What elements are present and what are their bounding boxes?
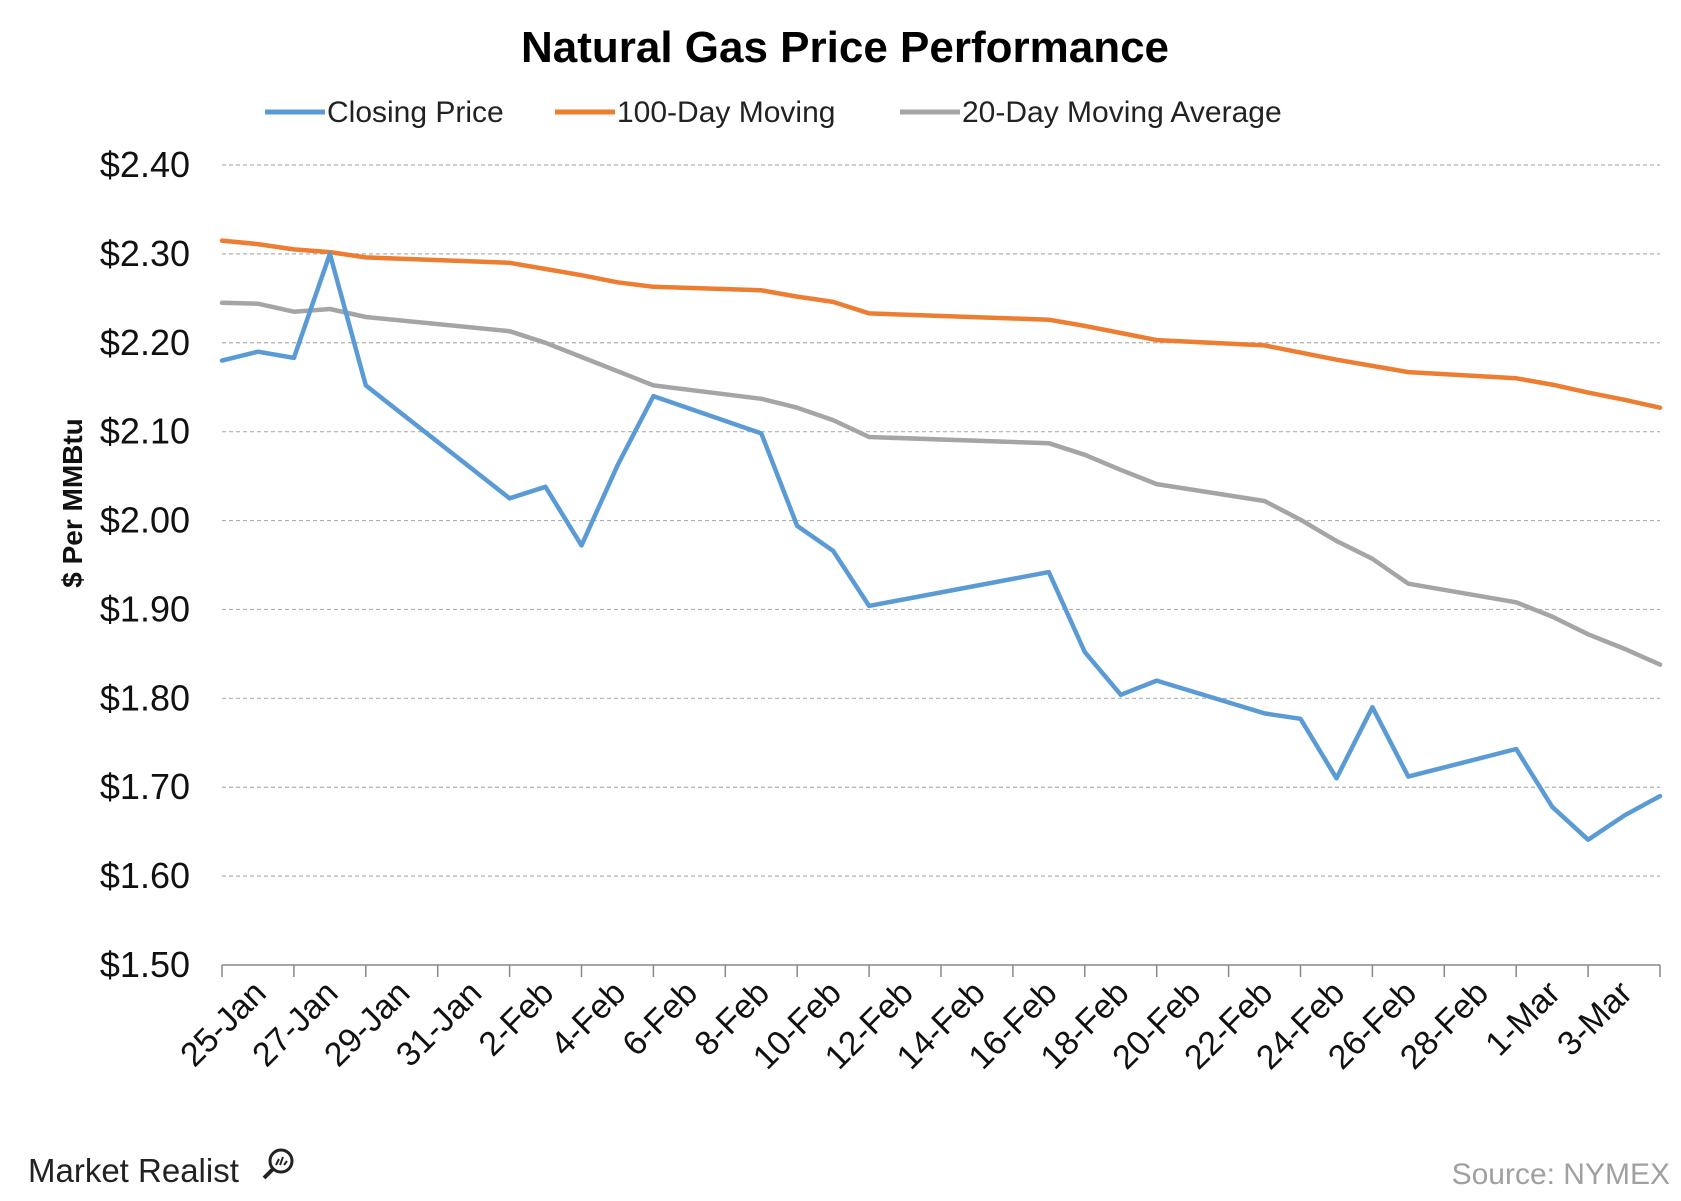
y-tick-label: $1.60	[100, 855, 190, 896]
series-lines	[219, 238, 1663, 842]
legend-item: 100-Day Moving	[555, 96, 835, 129]
chart-title: Natural Gas Price Performance	[521, 23, 1169, 72]
y-axis-ticks: $1.50 $1.60 $1.70 $1.80 $1.90 $2.00 $2.10 $2.20…	[100, 144, 190, 985]
y-tick-label: $2.30	[100, 233, 190, 274]
legend-item: 20-Day Moving Average	[900, 96, 1282, 129]
x-tick-label: 1-Mar	[1478, 974, 1568, 1064]
x-tick-label: 3-Mar	[1550, 974, 1640, 1064]
y-axis-label: $ Per MMBtu	[57, 418, 88, 588]
gridlines	[222, 164, 1660, 877]
y-tick-label: $2.00	[100, 500, 190, 541]
x-tick-label: 6-Feb	[615, 974, 705, 1064]
y-tick-label: $2.20	[100, 322, 190, 363]
legend-item: Closing Price	[265, 96, 504, 129]
legend-label: 100-Day Moving	[617, 96, 835, 129]
y-tick-label: $1.90	[100, 588, 190, 629]
y-tick-label: $1.50	[100, 944, 190, 985]
y-tick-label: $1.80	[100, 677, 190, 718]
x-tick-label: 2-Feb	[472, 974, 562, 1064]
legend: Closing Price 100-Day Moving 20-Day Moving…	[265, 96, 1282, 129]
series-line-closing-price	[219, 251, 1663, 842]
x-axis	[221, 964, 1661, 977]
x-axis-ticks: 25-Jan27-Jan29-Jan31-Jan2-Feb4-Feb6-Feb8…	[173, 974, 1639, 1077]
magnifier-icon	[262, 1148, 294, 1180]
source-note: Source: NYMEX	[1452, 1158, 1670, 1191]
y-tick-label: $2.40	[100, 144, 190, 185]
series-line-20-day-moving-average	[219, 300, 1663, 667]
legend-label: Closing Price	[327, 96, 504, 129]
x-tick-label: 4-Feb	[543, 974, 633, 1064]
y-tick-label: $2.10	[100, 411, 190, 452]
brand-name: Market Realist	[28, 1152, 239, 1189]
y-tick-label: $1.70	[100, 766, 190, 807]
series-line-100-day-moving	[219, 238, 1663, 410]
brand-logo: Market Realist	[28, 1148, 294, 1189]
legend-label: 20-Day Moving Average	[962, 96, 1282, 129]
